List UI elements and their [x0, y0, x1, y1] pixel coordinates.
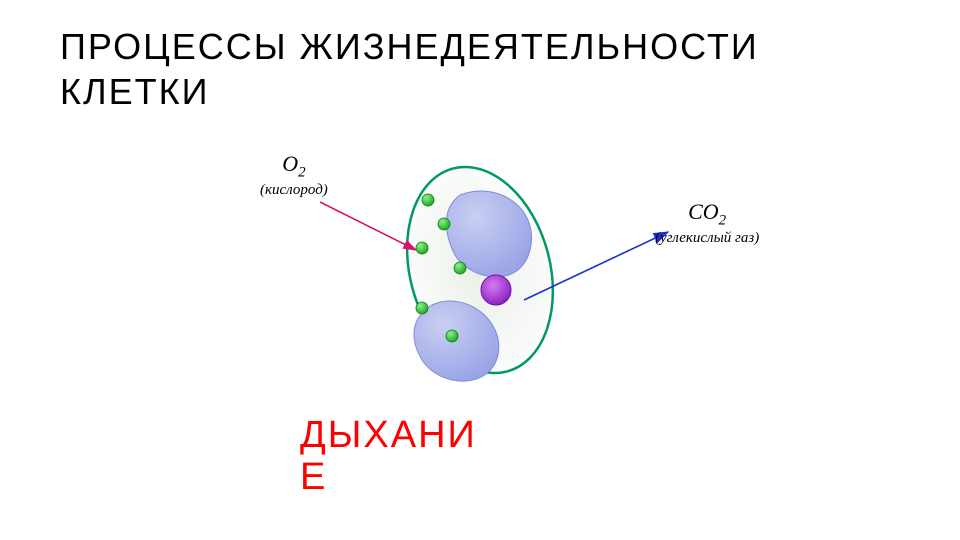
arrow-o2-in	[320, 202, 416, 250]
o2-paren: (кислород)	[260, 182, 328, 198]
chloroplast-dot	[454, 262, 466, 274]
chloroplast-dot	[446, 330, 458, 342]
chloroplast-dot	[416, 302, 428, 314]
o2-formula: O2	[282, 151, 305, 176]
label-co2: CO2 (углекислый газ)	[655, 200, 759, 246]
chloroplast-dot	[422, 194, 434, 206]
chloroplast-dot	[416, 242, 428, 254]
co2-formula: CO2	[688, 199, 726, 224]
cell-diagram: O2 (кислород) CO2 (углекислый газ)	[200, 140, 760, 400]
chloroplast-dot	[438, 218, 450, 230]
co2-paren: (углекислый газ)	[655, 230, 759, 246]
nucleus	[481, 275, 511, 305]
slide-subtitle: ДЫХАНИ Е	[300, 415, 477, 499]
slide-title: ПРОЦЕССЫ ЖИЗНЕДЕЯТЕЛЬНОСТИ КЛЕТКИ	[60, 24, 759, 114]
slide: ПРОЦЕССЫ ЖИЗНЕДЕЯТЕЛЬНОСТИ КЛЕТКИ	[0, 0, 960, 540]
label-o2: O2 (кислород)	[260, 152, 328, 198]
